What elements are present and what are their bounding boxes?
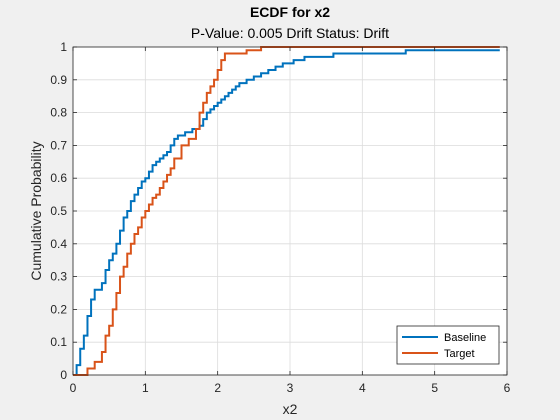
chart-title: ECDF for x2	[250, 4, 330, 20]
y-tick-label: 0.4	[50, 237, 67, 251]
x-tick-label: 4	[359, 381, 366, 395]
y-tick-label: 0.6	[50, 171, 67, 185]
y-tick-label: 0.8	[50, 106, 67, 120]
series-line-baseline	[73, 49, 500, 376]
tick-layer: 0 1 2 3 4 5 6 0 0.1 0.2 0.3 0.4 0.5 0.6 0.7 0.8 0.9 1	[50, 40, 510, 395]
legend-box	[396, 325, 500, 365]
legend-label-baseline: Baseline	[444, 332, 486, 344]
y-tick-label: 0	[60, 368, 67, 382]
legend: Baseline Target	[396, 325, 500, 365]
y-tick-label: 0.5	[50, 204, 67, 218]
y-axis-label: Cumulative Probability	[28, 141, 44, 280]
chart-subtitle: P-Value: 0.005 Drift Status: Drift	[191, 25, 389, 41]
x-tick-label: 5	[431, 381, 438, 395]
x-tick-label: 6	[504, 381, 511, 395]
y-tick-label: 0.1	[50, 335, 67, 349]
x-tick-label: 1	[142, 381, 149, 395]
series-line-target	[73, 46, 500, 376]
x-tick-label: 0	[70, 381, 77, 395]
y-tick-label: 0.7	[50, 138, 67, 152]
x-tick-label: 2	[214, 381, 221, 395]
x-axis-label: x2	[283, 401, 298, 417]
x-tick-label: 3	[287, 381, 294, 395]
series-layer	[73, 46, 500, 376]
y-tick-label: 0.3	[50, 270, 67, 284]
y-tick-label: 1	[60, 40, 67, 54]
legend-label-target: Target	[444, 348, 475, 360]
y-tick-label: 0.9	[50, 73, 67, 87]
y-tick-label: 0.2	[50, 302, 67, 316]
